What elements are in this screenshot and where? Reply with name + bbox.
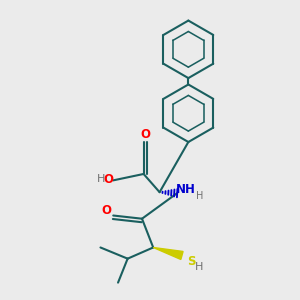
Text: O: O bbox=[102, 204, 112, 217]
Text: O: O bbox=[140, 128, 150, 142]
Text: H: H bbox=[195, 262, 204, 272]
Text: NH: NH bbox=[176, 183, 196, 196]
Text: H: H bbox=[196, 191, 204, 201]
Text: O: O bbox=[103, 173, 113, 186]
Polygon shape bbox=[153, 248, 183, 260]
Text: S: S bbox=[187, 255, 196, 268]
Text: H: H bbox=[97, 174, 105, 184]
